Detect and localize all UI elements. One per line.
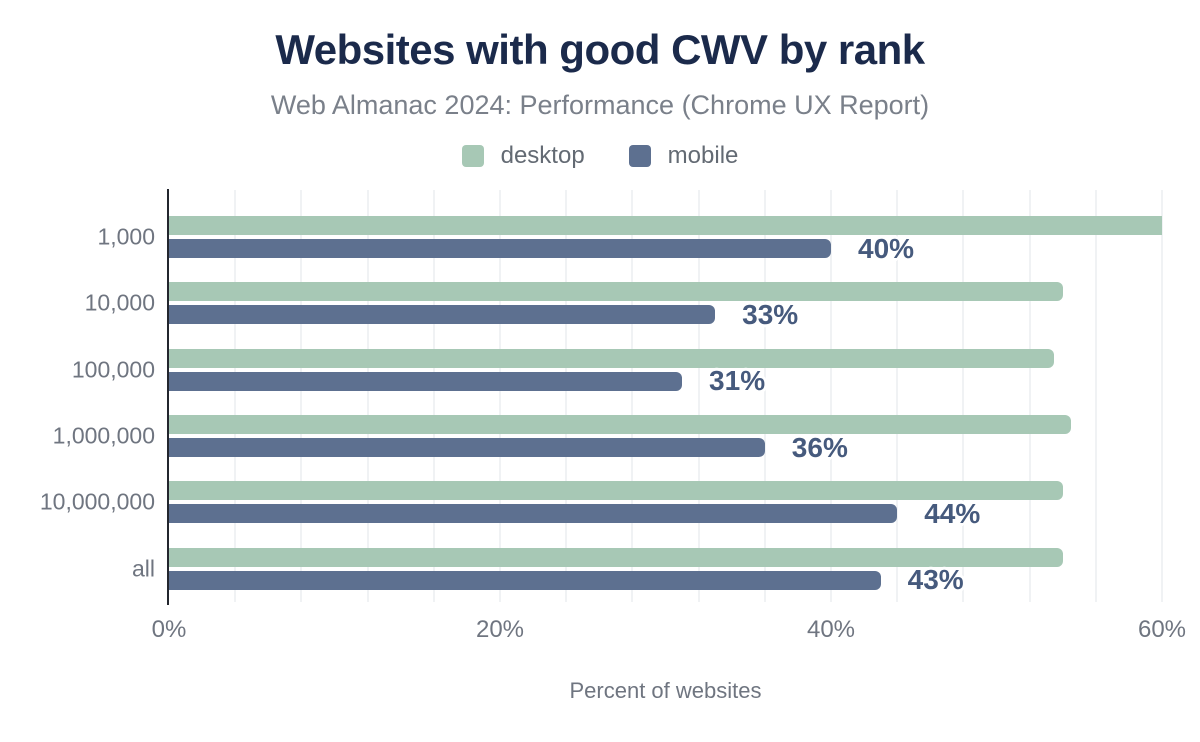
mobile-bar: [169, 504, 898, 524]
x-tick-label-40: 40%: [806, 616, 856, 643]
category-label: 1,000,000: [52, 422, 155, 449]
mobile-data-label: 44%: [924, 497, 981, 529]
category-label: 1,000: [97, 223, 155, 250]
legend-label-desktop: desktop: [500, 142, 585, 169]
desktop-bar-line: [169, 348, 1162, 368]
mobile-bar-line: 33%: [169, 299, 1162, 330]
legend: desktop mobile: [0, 142, 1200, 170]
legend-item-mobile: mobile: [628, 142, 739, 170]
category-label: 10,000,000: [39, 488, 155, 515]
row-1-000-000: 1,000,000 36%: [53, 403, 1162, 469]
mobile-bar: [169, 570, 881, 590]
desktop-bar: [169, 282, 1063, 302]
mobile-data-label: 31%: [709, 365, 766, 397]
x-tick-label-60: 60%: [1137, 616, 1187, 643]
mobile-bar-line: 31%: [169, 365, 1162, 396]
mobile-bar-line: 36%: [169, 432, 1162, 463]
plot-area: 1,000 40% 10,000 33% 100,000 31% 1,000,000 36% 1…: [40, 189, 1163, 605]
x-axis-title: Percent of websites: [569, 678, 762, 703]
x-tick-label-0: 0%: [151, 616, 187, 643]
desktop-bar: [169, 216, 1162, 236]
gridline-4pct: [234, 190, 237, 602]
gridline-52pct: [1028, 190, 1031, 602]
category-label: all: [131, 555, 155, 582]
gridline-24pct: [565, 190, 568, 602]
chart-title: Websites with good CWV by rank: [275, 26, 925, 73]
gridline-12pct: [366, 190, 369, 602]
gridline-44pct: [896, 190, 899, 602]
gridline-48pct: [962, 190, 965, 602]
row-1-000: 1,000 40%: [97, 204, 1162, 270]
category-label: 10,000: [84, 289, 155, 316]
legend-label-mobile: mobile: [667, 142, 739, 169]
y-axis-line: [167, 189, 169, 605]
mobile-bar-line: 40%: [169, 233, 1162, 264]
mobile-bar: [169, 305, 716, 325]
gridline-60pct: [1161, 190, 1163, 602]
mobile-bar: [169, 371, 683, 391]
gridline-16pct: [432, 190, 435, 602]
chart-subtitle: Web Almanac 2024: Performance (Chrome UX…: [270, 90, 930, 120]
gridline-28pct: [631, 190, 634, 602]
desktop-bar-line: [169, 282, 1162, 302]
gridline-40pct: [830, 190, 832, 602]
legend-swatch-mobile: [628, 145, 651, 167]
mobile-bar: [169, 239, 831, 259]
mobile-bar-line: 44%: [169, 498, 1162, 529]
row-100-000: 100,000 31%: [72, 337, 1162, 403]
legend-swatch-desktop: [461, 145, 484, 167]
desktop-bar-line: [169, 216, 1162, 236]
desktop-bar-line: [169, 415, 1162, 435]
gridline-20pct: [499, 190, 501, 602]
desktop-bar: [169, 415, 1071, 435]
desktop-bar-line: [169, 481, 1162, 501]
gridline-32pct: [697, 190, 700, 602]
row-10-000: 10,000 33%: [85, 270, 1162, 336]
gridline-56pct: [1094, 190, 1097, 602]
mobile-bar: [169, 438, 765, 458]
row-10-000-000: 10,000,000 44%: [40, 469, 1162, 535]
mobile-data-label: 40%: [858, 232, 915, 264]
x-tick-label-20: 20%: [475, 616, 525, 643]
desktop-bar: [169, 348, 1055, 368]
mobile-data-label: 33%: [742, 298, 799, 330]
mobile-bar-line: 43%: [169, 564, 1162, 595]
mobile-data-label: 36%: [791, 431, 848, 463]
row-all: all 43%: [132, 536, 1162, 602]
desktop-bar: [169, 481, 1063, 501]
desktop-bar-line: [169, 547, 1162, 567]
desktop-bar: [169, 547, 1063, 567]
gridline-36pct: [763, 190, 766, 602]
bar-rows: 1,000 40% 10,000 33% 100,000 31% 1,000,000 36% 1…: [40, 204, 1162, 602]
x-axis-ticks: 0% 20% 40% 60%: [152, 616, 1186, 646]
gridline-8pct: [300, 190, 303, 602]
legend-item-desktop: desktop: [461, 142, 585, 170]
mobile-data-label: 43%: [907, 564, 964, 596]
category-label: 100,000: [71, 356, 155, 383]
